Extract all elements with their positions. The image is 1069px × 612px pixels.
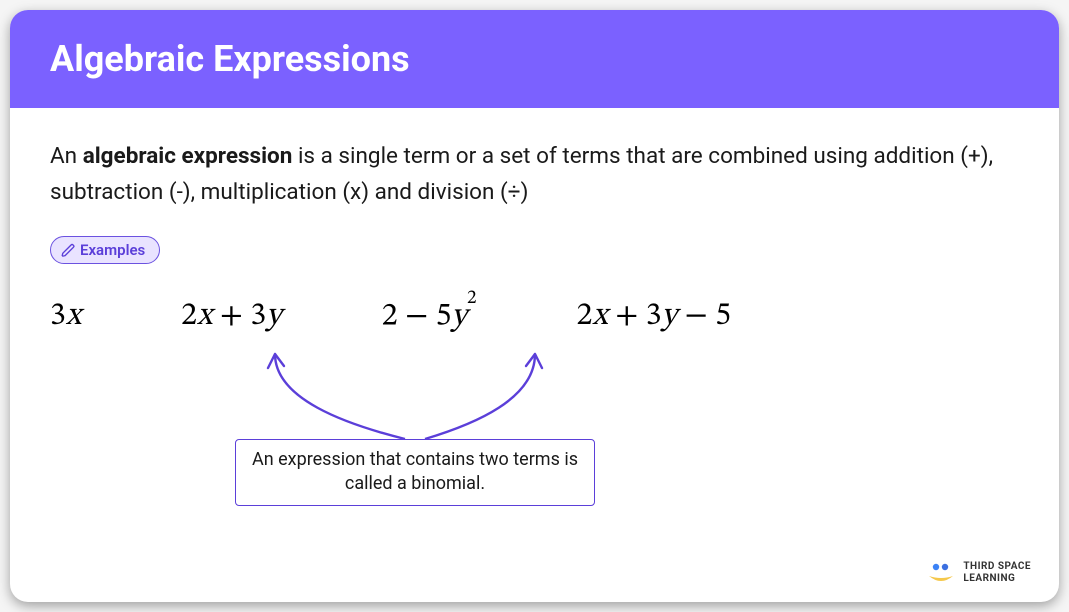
brand-line2: LEARNING xyxy=(963,573,1031,585)
def-bold: algebraic expression xyxy=(83,143,293,169)
card-header: Algebraic Expressions xyxy=(10,10,1059,108)
examples-pill: Examples xyxy=(50,236,160,264)
def-prefix: An xyxy=(50,143,83,169)
card-body: An algebraic expression is a single term… xyxy=(10,108,1059,357)
lesson-card: Algebraic Expressions An algebraic expre… xyxy=(10,10,1059,602)
expr-2: 2x + 3y xyxy=(181,296,282,336)
callout-text: An expression that contains two terms is… xyxy=(252,449,578,494)
brand-text: THIRD SPACE LEARNING xyxy=(963,561,1031,584)
brand-line1: THIRD SPACE xyxy=(963,561,1031,573)
definition-text: An algebraic expression is a single term… xyxy=(50,138,1019,210)
callout-box: An expression that contains two terms is… xyxy=(235,439,595,506)
expr-4: 2x + 3y − 5 xyxy=(576,296,731,336)
brand-logo-block: THIRD SPACE LEARNING xyxy=(927,561,1031,584)
expr-3: 2 − 5y2 xyxy=(382,296,477,337)
card-title: Algebraic Expressions xyxy=(50,38,1019,80)
brand-logo-icon xyxy=(927,562,955,584)
expressions-row: 3x 2x + 3y 2 − 5y2 2x + 3y − 5 xyxy=(50,296,1019,337)
pencil-icon xyxy=(61,243,76,258)
callout-arrows xyxy=(235,344,635,444)
examples-label: Examples xyxy=(80,241,145,259)
expr-1: 3x xyxy=(50,296,81,336)
callout-area: An expression that contains two terms is… xyxy=(235,344,635,514)
